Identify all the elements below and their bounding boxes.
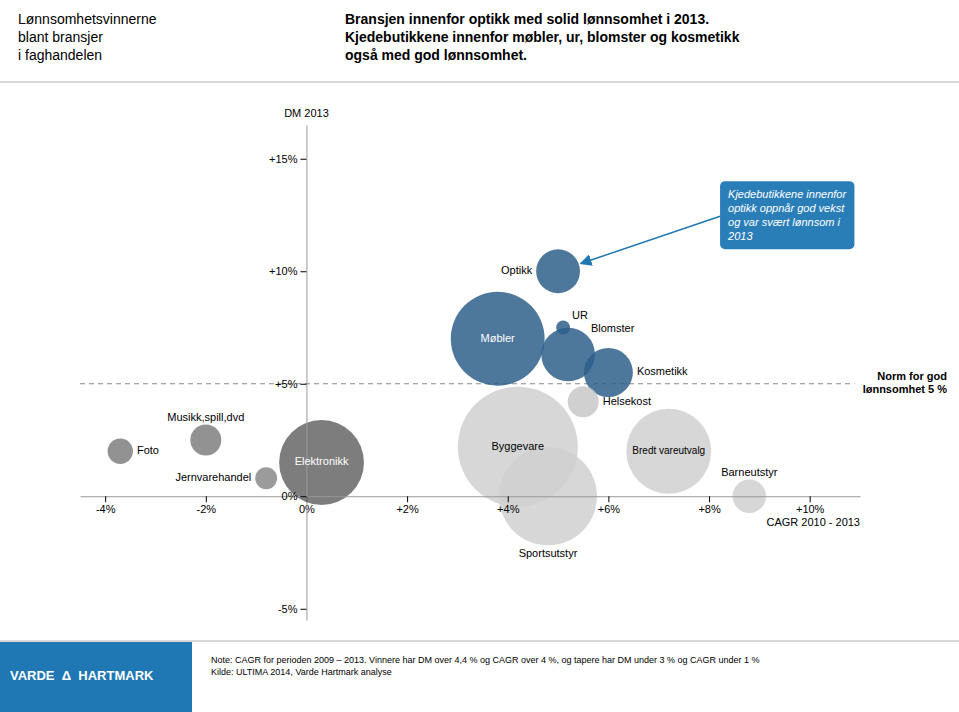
- x-tick-mark: [105, 496, 106, 502]
- x-tick: +2%: [396, 496, 419, 515]
- bubble-label: Musikk,spill,dvd: [167, 411, 244, 423]
- title: Bransjen innenfor optikk med solid lønns…: [345, 11, 740, 63]
- y-tick: +10%: [269, 265, 306, 277]
- text-line: Lønnsomhetsvinnerne: [18, 11, 157, 27]
- text-line: Note: CAGR for perioden 2009 – 2013. Vin…: [211, 655, 760, 665]
- x-tick-label: +8%: [698, 503, 721, 515]
- y-tick-mark: [300, 609, 306, 610]
- chart-svg: Lønnsomhetsvinnerne blant bransjer i fagha…: [0, 0, 959, 712]
- footer-separator: [0, 641, 959, 642]
- callout-text: Kjedebutikkene innenfor optikk oppnår god…: [727, 188, 847, 242]
- bubble: [255, 467, 277, 489]
- bubble-labels: Foto Musikk,spill,dvd Jernvarehandel Elektr…: [137, 264, 778, 559]
- text-line: lønnsomhet 5 %: [863, 383, 948, 395]
- bubble-label: Kosmetikk: [637, 365, 688, 377]
- text-line: i faghandelen: [18, 47, 102, 63]
- text-line: og var svært lønnsom i: [728, 216, 840, 228]
- y-tick: 0%: [282, 490, 307, 502]
- x-tick: +10%: [796, 496, 825, 515]
- x-tick: +8%: [698, 496, 721, 515]
- x-tick: +4%: [497, 496, 520, 515]
- y-tick-label: +5%: [275, 378, 298, 390]
- y-tick-mark: [300, 384, 306, 385]
- x-tick-mark: [508, 496, 509, 502]
- bubble: [108, 439, 133, 464]
- bubble-label: Helsekost: [603, 395, 651, 407]
- bubble: [451, 292, 545, 386]
- y-tick-mark: [300, 496, 306, 497]
- x-tick-label: -2%: [197, 503, 217, 515]
- text-line: Kjedebutikkene innenfor møbler, ur, blom…: [345, 29, 740, 45]
- x-tick-mark: [206, 496, 207, 502]
- subtitle: Lønnsomhetsvinnerne blant bransjer i fagha…: [18, 11, 157, 63]
- text-line: Kilde: ULTIMA 2014, Varde Hartmark analy…: [211, 667, 392, 677]
- text-line: også med god lønnsomhet.: [345, 47, 527, 63]
- callout-box: [720, 181, 854, 249]
- x-tick-mark: [608, 496, 609, 502]
- footer-bar: [0, 642, 192, 712]
- y-tick: +15%: [269, 153, 306, 165]
- x-tick-mark: [810, 496, 811, 502]
- text-line: blant bransjer: [18, 29, 103, 45]
- header-separator: [0, 82, 959, 83]
- text-line: Bransjen innenfor optikk med solid lønns…: [345, 11, 709, 27]
- norm-line: [80, 383, 854, 384]
- bubble-label: Møbler: [481, 332, 516, 344]
- footer-note: Note: CAGR for perioden 2009 – 2013. Vin…: [211, 655, 760, 677]
- text-line: Kjedebutikkene innenfor: [728, 188, 847, 200]
- x-tick-label: +10%: [796, 503, 825, 515]
- x-tick-label: +4%: [497, 503, 520, 515]
- bubble: [279, 420, 364, 505]
- x-tick: -2%: [197, 496, 217, 515]
- text-line: Norm for god: [877, 370, 947, 382]
- bubble-label: Byggevare: [492, 440, 545, 452]
- bubble: [536, 249, 580, 293]
- y-tick-label: -5%: [278, 603, 298, 615]
- x-tick: +6%: [598, 496, 621, 515]
- y-axis-line: [306, 126, 307, 621]
- x-axis-title: CAGR 2010 - 2013: [766, 516, 860, 528]
- bubble-label: Elektronikk: [295, 455, 349, 467]
- bubble-label: Barneutstyr: [721, 466, 778, 478]
- bubble: [626, 409, 711, 494]
- y-tick-label: 0%: [282, 490, 298, 502]
- bubble-label: Foto: [137, 444, 159, 456]
- bubble-label: Bredt vareutvalg: [632, 445, 705, 456]
- x-axis: -4%-2%0%+2%+4%+6%+8%+10%: [81, 496, 861, 515]
- y-tick-mark: [300, 159, 306, 160]
- norm-label: Norm for godlønnsomhet 5 %: [863, 370, 948, 395]
- y-tick-label: +10%: [269, 265, 298, 277]
- bubble-label: UR: [572, 309, 588, 321]
- y-tick-label: +15%: [269, 153, 298, 165]
- x-tick-label: +2%: [396, 503, 419, 515]
- footer-logo: VARDE Δ HARTMARK: [10, 668, 154, 683]
- y-tick: +5%: [275, 378, 306, 390]
- bubble: [568, 386, 599, 417]
- x-tick: -4%: [96, 496, 116, 515]
- bubble-label: Sportsutstyr: [519, 547, 578, 559]
- callout-arrow: [581, 216, 720, 263]
- callout: Kjedebutikkene innenfor optikk oppnår god…: [581, 181, 855, 263]
- x-axis-line: [81, 496, 861, 497]
- text-line: 2013: [727, 230, 753, 242]
- bubble-label: Jernvarehandel: [175, 471, 251, 483]
- bubble: [733, 480, 766, 513]
- y-axis: -5% 0% +5% +10% +15%: [269, 126, 307, 621]
- bubble-label: Blomster: [591, 322, 635, 334]
- bubble: [190, 425, 221, 456]
- x-tick-mark: [709, 496, 710, 502]
- x-tick-label: +6%: [598, 503, 621, 515]
- plot-marks: [80, 249, 854, 545]
- bubble-label: Optikk: [501, 264, 533, 276]
- text-line: optikk oppnår god vekst: [728, 202, 845, 214]
- y-tick-mark: [300, 271, 306, 272]
- chart-container: Lønnsomhetsvinnerne blant bransjer i fagha…: [0, 0, 959, 712]
- x-tick-label: -4%: [96, 503, 116, 515]
- x-tick-mark: [407, 496, 408, 502]
- y-tick: -5%: [278, 603, 307, 615]
- y-axis-title: DM 2013: [284, 107, 329, 119]
